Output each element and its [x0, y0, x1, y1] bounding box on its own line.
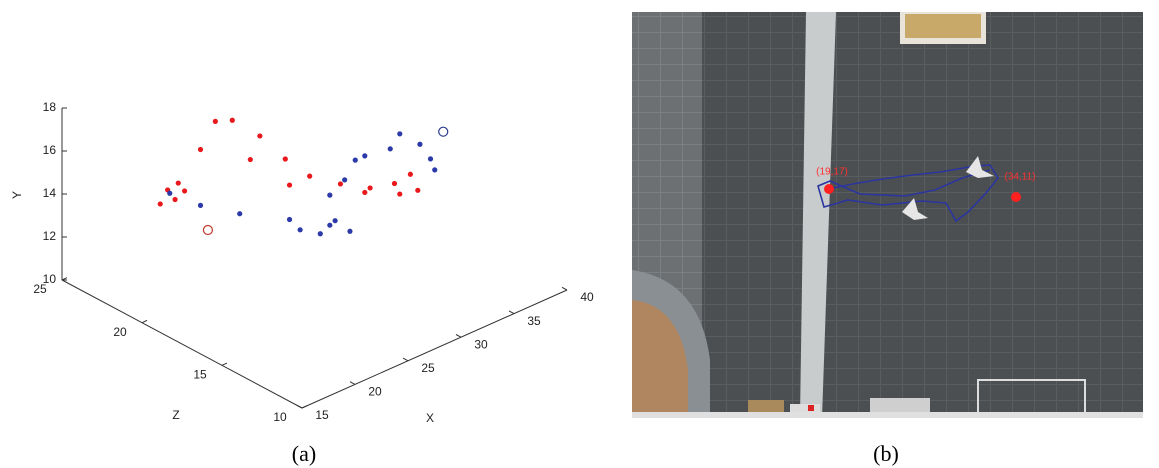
z-tick [222, 363, 227, 365]
point [397, 131, 402, 136]
point [307, 174, 312, 179]
point [198, 147, 203, 152]
point [318, 231, 323, 236]
z-tick [302, 406, 307, 408]
x-tick-label: 35 [527, 314, 541, 328]
marker [439, 127, 448, 136]
point [158, 201, 163, 206]
point [408, 172, 413, 177]
caption: (a) [292, 441, 316, 466]
point [338, 181, 343, 186]
z-tick-label: 10 [273, 410, 287, 424]
point [287, 217, 292, 222]
point [362, 153, 367, 158]
point [432, 167, 437, 172]
point [237, 211, 242, 216]
x-tick [403, 358, 408, 361]
point [298, 227, 303, 232]
point [172, 197, 177, 202]
point [248, 157, 253, 162]
point [362, 190, 367, 195]
point [392, 181, 397, 186]
y-tick-label: 12 [43, 229, 57, 243]
z-axis-label: Z [172, 408, 179, 422]
point [397, 191, 402, 196]
marker [203, 226, 212, 235]
object [748, 400, 784, 414]
point [333, 218, 338, 223]
box-top [905, 14, 981, 38]
x-tick-label: 40 [580, 290, 594, 304]
point [257, 133, 262, 138]
page: {"chart_data": {"type": "scatter3d", "xl… [0, 0, 1159, 468]
point [368, 185, 373, 190]
point [287, 182, 292, 187]
y-tick-label: 18 [43, 100, 57, 114]
photo-label: (19,17) [816, 167, 848, 178]
x-axis-label: X [426, 411, 434, 425]
photo: (19,17) (34,11) [632, 12, 1143, 418]
x-tick-label: 25 [421, 361, 435, 375]
y-tick-label: 14 [43, 186, 57, 200]
x-tick [297, 405, 302, 408]
x-tick-label: 20 [368, 385, 382, 399]
x-tick-label: 30 [474, 337, 488, 351]
z-tick-label: 15 [193, 368, 207, 382]
point [198, 203, 203, 208]
point [327, 223, 332, 228]
wall-edge [632, 412, 1143, 418]
red-dot [1011, 192, 1021, 202]
point [428, 156, 433, 161]
object [808, 405, 814, 411]
x-tick [509, 311, 514, 314]
point [415, 188, 420, 193]
point [182, 188, 187, 193]
caption: (b) [873, 441, 899, 466]
point [353, 158, 358, 163]
red-dot [824, 184, 834, 194]
y-tick-label: 16 [43, 143, 57, 157]
y-axis-label: Y [10, 191, 24, 199]
point [342, 177, 347, 182]
point [230, 118, 235, 123]
figure: Y Z X 101214161810152025152025303540 (19… [0, 0, 1159, 468]
photo-label: (34,11) [1005, 172, 1036, 183]
point [167, 191, 172, 196]
x-tick [350, 382, 355, 385]
point [388, 146, 393, 151]
z-tick [142, 320, 147, 322]
object [870, 398, 930, 414]
x-tick [456, 335, 461, 338]
point [347, 229, 352, 234]
x-axis-line [302, 290, 567, 408]
point [327, 192, 332, 197]
z-tick-label: 20 [113, 325, 127, 339]
x-tick-label: 15 [315, 408, 329, 422]
point [213, 119, 218, 124]
point [283, 156, 288, 161]
z-tick-label: 25 [33, 282, 47, 296]
x-tick [562, 287, 567, 290]
z-axis-line [62, 280, 302, 408]
point [417, 142, 422, 147]
point [176, 180, 181, 185]
